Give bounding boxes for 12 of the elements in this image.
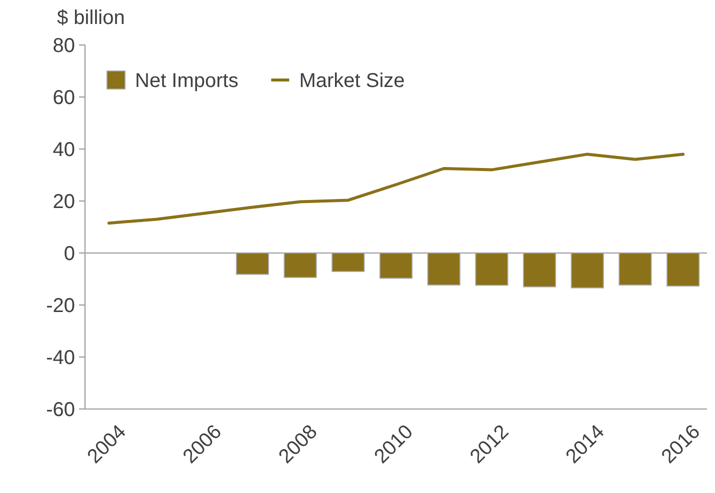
y-tick-label: -20 <box>46 295 75 317</box>
y-axis-title: $ billion <box>57 7 125 29</box>
y-tick-label: -60 <box>46 399 75 421</box>
legend-label: Market Size <box>299 70 405 92</box>
y-tick-label: 0 <box>64 243 75 265</box>
line-series <box>107 152 685 225</box>
legend-label: Net Imports <box>135 70 238 92</box>
y-tick-label: 60 <box>52 87 75 109</box>
y-tick-label: 20 <box>52 191 75 213</box>
y-tick-label: -40 <box>46 347 75 369</box>
y-tick-label: 40 <box>52 139 75 161</box>
y-tick-label: 80 <box>52 35 75 57</box>
